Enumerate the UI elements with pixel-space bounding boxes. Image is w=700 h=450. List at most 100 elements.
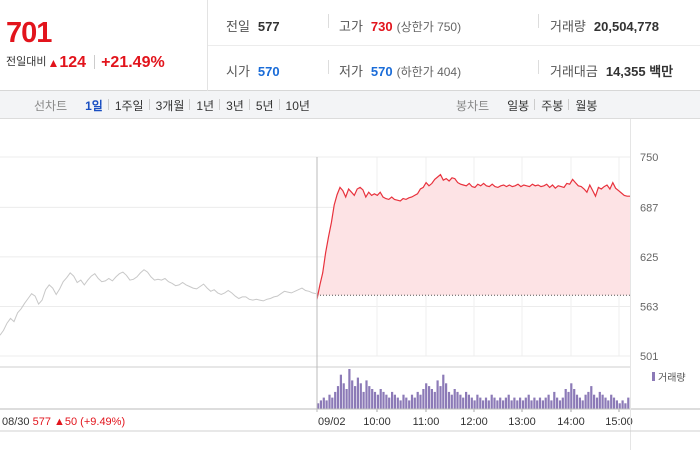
volume-bar: [556, 397, 559, 409]
volume-bar: [317, 403, 320, 409]
volume-bar: [348, 369, 351, 409]
volume-bar: [581, 400, 584, 409]
volume-bar: [601, 394, 604, 409]
volume-bar: [453, 389, 456, 409]
y-tick-label: 501: [640, 351, 658, 363]
price-chart-svg: 750 687 625 563 501 거래량 08/30 577 ▲50 (+9.49…: [0, 119, 700, 450]
period-3y[interactable]: 3년: [219, 97, 250, 114]
volume-bar: [624, 403, 627, 409]
x-tick-label: 12:00: [460, 416, 488, 428]
volume-bar: [604, 397, 607, 409]
volume-bar: [368, 386, 371, 409]
price-chart[interactable]: 750 687 625 563 501 거래량 08/30 577 ▲50 (+9.49…: [0, 119, 700, 450]
volume-bar: [487, 400, 490, 409]
volume-bar: [430, 389, 433, 409]
volume-bar: [462, 397, 465, 409]
volume-bar: [322, 397, 325, 409]
volume-bar: [496, 400, 499, 409]
period-5y[interactable]: 5년: [248, 97, 280, 114]
volume-bar: [422, 389, 425, 409]
stat-label: 전일: [226, 19, 250, 34]
volume-bar: [484, 397, 488, 409]
volume-bar: [490, 394, 493, 409]
volume-bar: [521, 400, 525, 409]
stat-label: 시가: [226, 64, 250, 79]
volume-bar: [575, 394, 579, 409]
candle-weekly[interactable]: 주봉: [534, 97, 569, 114]
divider: [208, 45, 700, 46]
volume-bar: [541, 400, 544, 409]
volume-bar: [610, 394, 613, 409]
volume-bar: [419, 394, 422, 409]
volume-bar: [319, 400, 322, 409]
candle-daily[interactable]: 일봉: [507, 99, 530, 113]
stat-value: 730: [370, 19, 393, 34]
stat-volume: 거래량 20,504,778: [550, 16, 659, 35]
volume-bar: [578, 397, 581, 409]
period-1y[interactable]: 1년: [189, 97, 220, 114]
volume-bar: [513, 397, 516, 409]
volume-bar: [536, 400, 539, 409]
volume-bar: [456, 391, 459, 409]
volume-bar: [356, 377, 359, 409]
volume-bar: [385, 394, 388, 409]
divider: [538, 60, 539, 74]
volume-bar: [519, 397, 522, 409]
volume-bar: [615, 400, 618, 409]
stat-value: 20,504,778: [593, 19, 659, 34]
stat-label: 저가: [339, 64, 363, 79]
x-tick-label: 10:00: [363, 416, 391, 428]
lower-limit: (하한가 404): [396, 65, 462, 79]
volume-bar: [359, 383, 362, 409]
volume-bar: [331, 397, 334, 409]
volume-bar: [336, 386, 340, 409]
volume-bar: [402, 394, 405, 409]
volume-bar: [433, 391, 436, 409]
divider: [538, 14, 539, 28]
volume-bar: [382, 391, 385, 409]
volume-bar: [328, 394, 331, 409]
stat-amount: 거래대금 14,355 백만: [550, 61, 673, 80]
x-tick-label: 14:00: [557, 416, 585, 428]
stat-low: 저가 570 (하한가 404): [339, 61, 461, 80]
volume-bar: [587, 391, 590, 409]
stat-high: 고가 730 (상한가 750): [339, 16, 461, 35]
stat-label: 고가: [339, 19, 363, 34]
volume-bar: [428, 386, 431, 409]
stat-value: 14,355 백만: [605, 64, 674, 79]
volume-bar: [553, 391, 556, 409]
x-tick-label: 11:00: [413, 416, 440, 428]
volume-bar: [516, 400, 519, 409]
volume-bar: [373, 391, 377, 409]
up-arrow-icon: ▲: [47, 56, 60, 70]
volume-bar: [527, 394, 530, 409]
period-1d[interactable]: 1일: [85, 99, 103, 113]
candle-monthly[interactable]: 월봉: [568, 97, 603, 114]
volume-bar: [618, 403, 621, 409]
volume-bar: [510, 400, 513, 409]
y-tick-label: 625: [640, 252, 658, 264]
period-1w[interactable]: 1주일: [107, 97, 150, 114]
stat-value: 570: [370, 64, 393, 79]
volume-bar: [442, 374, 445, 409]
volume-bar: [325, 400, 328, 409]
volume-bar: [396, 397, 399, 409]
volume-bar: [493, 397, 496, 409]
today-area: [317, 174, 630, 300]
period-10y[interactable]: 10년: [278, 97, 316, 114]
x-tick-label: 15:00: [605, 416, 633, 428]
quote-header: 701 전일대비▲124 +21.49% 전일 577 고가 730 (상한가 750)…: [0, 0, 700, 91]
divider: [328, 60, 329, 74]
change-label: 전일대비: [6, 56, 47, 68]
volume-bar: [502, 400, 505, 409]
volume-bar: [570, 383, 573, 409]
volume-bar: [351, 380, 354, 409]
change-amount: 124: [59, 54, 87, 71]
volume-bar: [399, 400, 402, 409]
volume-bar: [499, 397, 502, 409]
volume-bar: [482, 400, 485, 409]
volume-bar: [524, 397, 527, 409]
current-price: 701: [6, 17, 52, 49]
current-price-panel: 701 전일대비▲124 +21.49%: [0, 0, 208, 91]
period-3m[interactable]: 3개월: [148, 97, 191, 114]
